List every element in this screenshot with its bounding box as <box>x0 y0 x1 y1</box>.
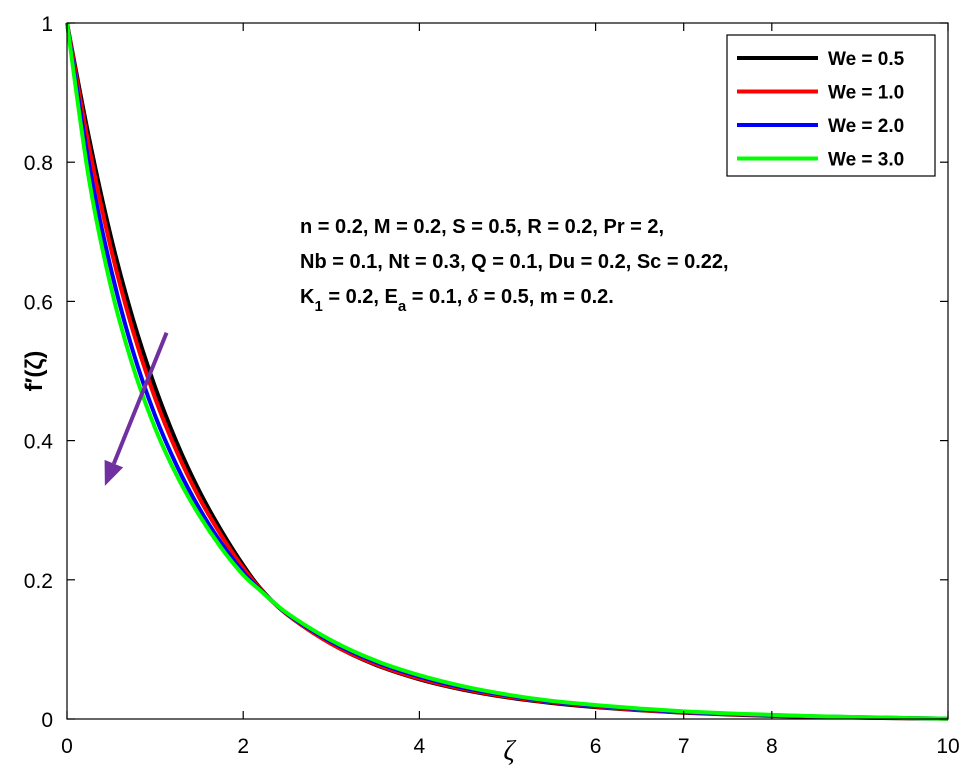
x-tick-label: 2 <box>237 735 249 758</box>
trend-arrow-shaft <box>111 331 169 465</box>
legend-label-3: We = 2.0 <box>828 116 904 137</box>
series-lines <box>65 22 949 721</box>
x-tick-label: 6 <box>590 735 602 758</box>
x-tick-label: 0 <box>61 735 73 758</box>
delta-and-m-values: = 0.5, m = 0.2. <box>478 286 614 308</box>
annotation-line-1: n = 0.2, M = 0.2, S = 0.5, R = 0.2, Pr =… <box>300 216 664 238</box>
x-tick-label: 10 <box>936 735 959 758</box>
legend-label-1: We = 0.5 <box>828 49 905 70</box>
y-tick-label: 0.8 <box>24 152 53 175</box>
x-tick-label: 4 <box>414 735 426 758</box>
plot-frame <box>66 22 949 720</box>
legend: We = 0.5 We = 1.0 We = 2.0 We = 3.0 <box>726 34 936 177</box>
k-symbol: K <box>300 286 315 308</box>
y-axis-label: f′(ζ) <box>21 351 48 392</box>
annotation-line-3: K1 = 0.2, Ea = 0.1, δ = 0.5, m = 0.2. <box>300 286 614 315</box>
annotation-line-2: Nb = 0.1, Nt = 0.3, Q = 0.1, Du = 0.2, S… <box>300 251 729 273</box>
x-axis-label: ζ <box>503 736 516 767</box>
k-value: = 0.2, E <box>323 286 398 308</box>
e-value: = 0.1, <box>406 286 468 308</box>
y-tick-label: 0.2 <box>24 570 53 593</box>
e-subscript: a <box>398 298 407 315</box>
axis-ticks: 0 2 4 6 7 8 10 0 0.2 0.4 0.6 0.8 1 <box>24 13 960 758</box>
parameter-annotation: n = 0.2, M = 0.2, S = 0.5, R = 0.2, Pr =… <box>300 216 729 315</box>
y-tick-label: 0.4 <box>24 431 54 454</box>
legend-label-4: We = 3.0 <box>828 150 904 171</box>
y-tick-label: 0.6 <box>24 291 53 314</box>
x-tick-label: 7 <box>678 735 690 758</box>
series-line-4 <box>65 22 949 721</box>
y-tick-label: 0 <box>41 709 53 732</box>
x-tick-label: 8 <box>766 735 778 758</box>
trend-arrow <box>104 331 169 486</box>
legend-label-2: We = 1.0 <box>828 83 904 104</box>
y-tick-label: 1 <box>41 13 53 36</box>
trend-arrow-head <box>104 459 124 486</box>
k-subscript: 1 <box>314 298 322 315</box>
delta-symbol: δ <box>468 286 478 308</box>
